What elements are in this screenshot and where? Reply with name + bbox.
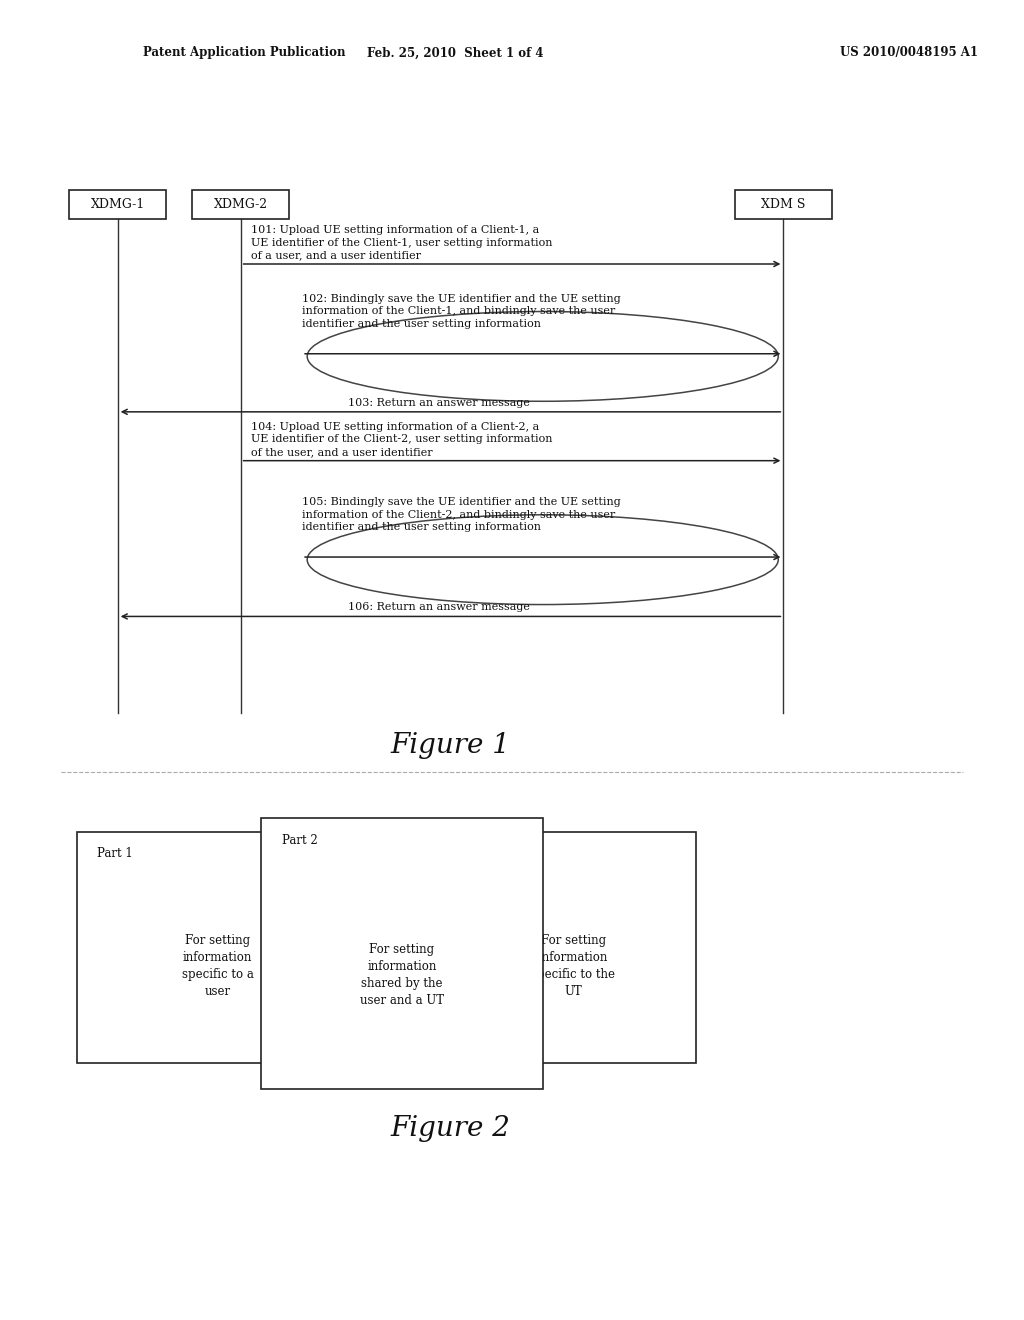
Bar bbox=[735, 190, 831, 219]
Text: 102: Bindingly save the UE identifier and the UE setting
information of the Clie: 102: Bindingly save the UE identifier an… bbox=[302, 294, 621, 329]
Text: Feb. 25, 2010  Sheet 1 of 4: Feb. 25, 2010 Sheet 1 of 4 bbox=[368, 46, 544, 59]
Bar bbox=[451, 832, 696, 1063]
Text: 104: Upload UE setting information of a Client-2, a
UE identifier of the Client-: 104: Upload UE setting information of a … bbox=[251, 422, 552, 457]
Text: Part 1: Part 1 bbox=[97, 847, 133, 861]
Text: Figure 1: Figure 1 bbox=[390, 733, 511, 759]
Text: 105: Bindingly save the UE identifier and the UE setting
information of the Clie: 105: Bindingly save the UE identifier an… bbox=[302, 498, 621, 532]
Text: For setting
information
shared by the
user and a UT: For setting information shared by the us… bbox=[359, 944, 444, 1007]
Text: 101: Upload UE setting information of a Client-1, a
UE identifier of the Client-: 101: Upload UE setting information of a … bbox=[251, 226, 552, 260]
Text: Figure 2: Figure 2 bbox=[390, 1115, 511, 1142]
Text: Part 2: Part 2 bbox=[282, 834, 317, 847]
Bar bbox=[193, 190, 289, 219]
Text: XDM S: XDM S bbox=[761, 198, 806, 211]
Bar bbox=[70, 190, 166, 219]
Text: For setting
information
specific to a
user: For setting information specific to a us… bbox=[181, 933, 254, 998]
Bar bbox=[261, 818, 543, 1089]
Text: XDMG-1: XDMG-1 bbox=[91, 198, 144, 211]
Text: XDMG-2: XDMG-2 bbox=[214, 198, 267, 211]
Text: Part 3: Part 3 bbox=[471, 847, 507, 861]
Text: For setting
information
specific to the
UT: For setting information specific to the … bbox=[531, 933, 615, 998]
Ellipse shape bbox=[307, 312, 778, 401]
Text: US 2010/0048195 A1: US 2010/0048195 A1 bbox=[840, 46, 978, 59]
Text: 106: Return an answer message: 106: Return an answer message bbox=[348, 602, 530, 612]
Bar bbox=[77, 832, 358, 1063]
Ellipse shape bbox=[307, 515, 778, 605]
Text: 103: Return an answer message: 103: Return an answer message bbox=[348, 397, 530, 408]
Text: Patent Application Publication: Patent Application Publication bbox=[143, 46, 346, 59]
